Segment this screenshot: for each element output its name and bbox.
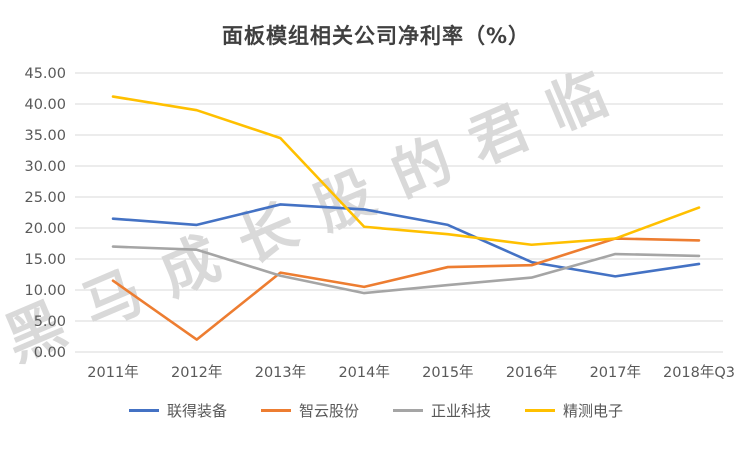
series-line-3 <box>111 95 701 247</box>
y-tick-label-30: 30.00 <box>24 159 66 175</box>
legend-label-2: 正业科技 <box>431 402 492 420</box>
x-tick-label-1: 2012年 <box>171 364 222 381</box>
y-tick-label-25: 25.00 <box>24 190 66 206</box>
x-tick-label-4: 2015年 <box>422 364 473 381</box>
y-tick-label-15: 15.00 <box>24 252 66 268</box>
y-tick-label-45: 45.00 <box>24 66 66 82</box>
x-tick-label-7: 2018年Q3 <box>663 364 735 381</box>
legend-item-1: 智云股份 <box>260 400 359 421</box>
x-tick-label-6: 2017年 <box>590 364 641 381</box>
y-tick-label-40: 40.00 <box>24 97 66 113</box>
legend-swatch-3 <box>525 409 556 412</box>
series-line-2 <box>111 245 701 295</box>
y-tick-label-0: 0.00 <box>34 345 66 361</box>
series-line-0 <box>111 203 701 278</box>
y-tick-label-20: 20.00 <box>24 221 66 237</box>
legend-label-1: 智云股份 <box>298 402 359 420</box>
x-tick-label-5: 2016年 <box>506 364 557 381</box>
y-tick-label-35: 35.00 <box>24 128 66 144</box>
legend-item-3: 精测电子 <box>525 400 623 421</box>
x-tick-label-2: 2013年 <box>255 364 306 381</box>
y-tick-label-5: 5.00 <box>34 314 66 330</box>
legend-label-3: 精测电子 <box>563 402 624 420</box>
chart-title: 面板模组相关公司净利率（%） <box>221 24 531 48</box>
legend-item-0: 联得装备 <box>128 400 227 421</box>
legend-swatch-1 <box>260 409 291 412</box>
legend-label-0: 联得装备 <box>166 402 227 420</box>
x-tick-label-3: 2014年 <box>338 364 389 381</box>
series-line-1 <box>111 237 701 341</box>
legend-item-2: 正业科技 <box>393 400 491 421</box>
legend-swatch-2 <box>393 409 423 412</box>
legend-swatch-0 <box>128 409 159 412</box>
x-tick-label-0: 2011年 <box>87 364 138 381</box>
chart-legend: 联得装备 智云股份 正业科技 精测电子 <box>0 400 752 421</box>
y-tick-label-10: 10.00 <box>24 283 66 299</box>
